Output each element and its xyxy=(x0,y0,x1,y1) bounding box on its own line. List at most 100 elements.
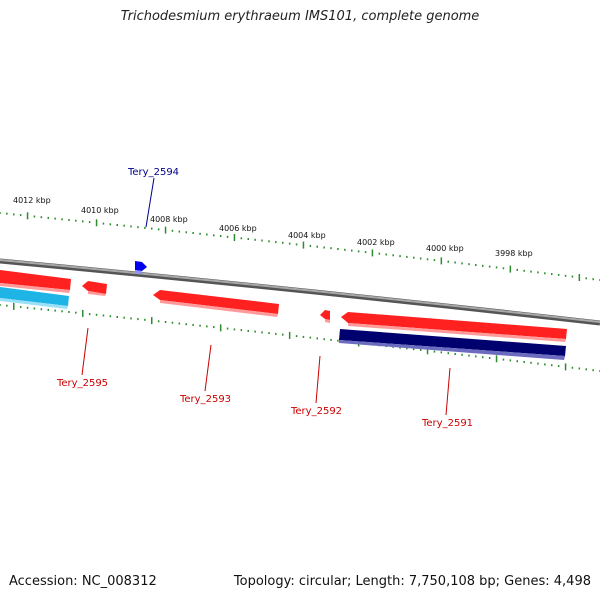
minor-tick xyxy=(226,327,229,330)
minor-tick xyxy=(399,346,401,349)
feature-tery-2594-cds[interactable] xyxy=(135,261,147,274)
minor-tick xyxy=(282,241,284,244)
minor-tick xyxy=(544,363,546,366)
minor-tick xyxy=(164,321,167,323)
minor-tick xyxy=(392,254,394,257)
feature-tery-2593-cds[interactable] xyxy=(153,290,279,317)
minor-tick xyxy=(330,338,332,341)
minor-tick xyxy=(75,219,77,222)
minor-tick xyxy=(419,349,422,351)
minor-tick xyxy=(433,350,436,353)
major-tick xyxy=(164,226,167,234)
minor-tick xyxy=(109,315,112,318)
minor-tick xyxy=(268,240,270,243)
minor-tick xyxy=(275,332,277,335)
minor-tick xyxy=(254,330,256,333)
minor-tick xyxy=(213,234,215,237)
minor-tick xyxy=(219,235,222,237)
minor-tick xyxy=(316,245,318,248)
minor-tick xyxy=(123,224,125,227)
minor-tick xyxy=(199,232,201,235)
minor-tick xyxy=(406,255,408,258)
minor-tick xyxy=(137,318,139,321)
minor-tick xyxy=(240,329,243,332)
minor-tick xyxy=(275,241,277,244)
minor-tick xyxy=(578,367,581,370)
feature-tery-2592-cds[interactable] xyxy=(320,310,330,323)
minor-tick xyxy=(571,275,574,278)
minor-tick xyxy=(130,225,132,228)
minor-tick xyxy=(516,268,518,271)
minor-tick xyxy=(240,237,243,240)
minor-tick xyxy=(433,259,436,262)
gene-label-tery-2592[interactable]: Tery_2592 xyxy=(290,406,342,417)
minor-tick xyxy=(6,212,8,215)
minor-tick xyxy=(130,317,132,320)
feature-tery-2591-orf[interactable] xyxy=(339,329,566,360)
gene-label-tery-2591[interactable]: Tery_2591 xyxy=(421,418,473,429)
minor-tick xyxy=(123,316,125,319)
minor-tick xyxy=(144,226,146,229)
minor-tick xyxy=(426,258,429,261)
minor-tick xyxy=(302,335,305,338)
minor-tick xyxy=(399,255,401,258)
minor-tick xyxy=(109,223,112,226)
scale-label: 4006 kbp xyxy=(219,224,257,233)
minor-tick xyxy=(247,238,249,240)
major-tick xyxy=(440,257,443,265)
scale-label: 3998 kbp xyxy=(495,249,533,258)
minor-tick xyxy=(157,320,160,323)
minor-tick xyxy=(54,217,56,220)
minor-tick xyxy=(406,347,408,350)
major-tick xyxy=(578,274,581,281)
gene-label-tery-2593[interactable]: Tery_2593 xyxy=(179,394,231,405)
minor-tick xyxy=(323,246,325,249)
minor-tick xyxy=(585,368,587,371)
feature-left-cyan-orf[interactable] xyxy=(0,287,69,309)
minor-tick xyxy=(178,230,181,233)
minor-tick xyxy=(144,318,146,321)
minor-tick xyxy=(475,355,477,358)
minor-tick xyxy=(295,243,298,246)
minor-tick xyxy=(523,269,525,272)
minor-tick xyxy=(537,271,539,274)
minor-tick xyxy=(116,316,118,318)
minor-tick xyxy=(185,231,187,234)
gene-label-tery-2594[interactable]: Tery_2594 xyxy=(127,167,179,178)
minor-tick xyxy=(282,333,284,336)
minor-tick xyxy=(309,336,312,339)
minor-tick xyxy=(40,308,43,311)
major-tick xyxy=(509,265,512,273)
minor-tick xyxy=(323,338,325,341)
minor-tick xyxy=(468,354,470,357)
leader-line-tery-2595 xyxy=(81,327,89,376)
minor-tick xyxy=(199,324,201,327)
minor-tick xyxy=(495,266,498,269)
major-tick xyxy=(233,234,236,241)
minor-tick xyxy=(482,356,484,359)
minor-tick xyxy=(288,242,291,245)
minor-tick xyxy=(530,270,532,273)
minor-tick xyxy=(213,326,215,329)
minor-tick xyxy=(116,224,118,226)
minor-tick xyxy=(33,215,36,218)
leader-line-tery-2593 xyxy=(204,344,212,392)
gene-label-tery-2595[interactable]: Tery_2595 xyxy=(56,378,108,389)
major-tick xyxy=(82,309,84,317)
minor-tick xyxy=(385,253,387,256)
minor-tick xyxy=(468,263,470,266)
minor-tick xyxy=(488,357,491,359)
minor-tick xyxy=(364,251,367,254)
minor-tick xyxy=(564,274,567,277)
minor-tick xyxy=(192,232,194,234)
genome-backbone-highlight xyxy=(0,259,600,323)
minor-tick xyxy=(461,262,463,265)
minor-tick xyxy=(337,339,339,342)
minor-tick xyxy=(54,309,56,312)
feature-tery-2595-cds[interactable] xyxy=(82,281,107,296)
minor-tick xyxy=(102,314,105,317)
major-tick xyxy=(564,363,567,371)
feature-left-red-cds[interactable] xyxy=(0,270,71,293)
feature-tery-2591-cds[interactable] xyxy=(341,312,567,342)
